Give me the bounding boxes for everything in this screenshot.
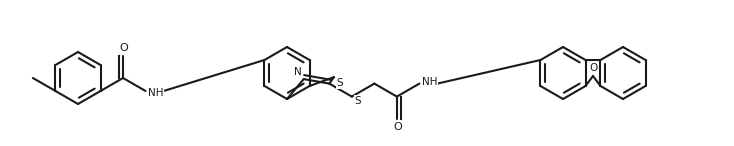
Text: O: O	[393, 122, 402, 132]
Text: S: S	[337, 78, 344, 88]
Text: N: N	[294, 67, 302, 77]
Text: NH: NH	[148, 88, 163, 98]
Text: NH: NH	[421, 77, 437, 87]
Text: S: S	[355, 96, 361, 106]
Text: O: O	[589, 63, 597, 73]
Text: O: O	[120, 43, 128, 53]
